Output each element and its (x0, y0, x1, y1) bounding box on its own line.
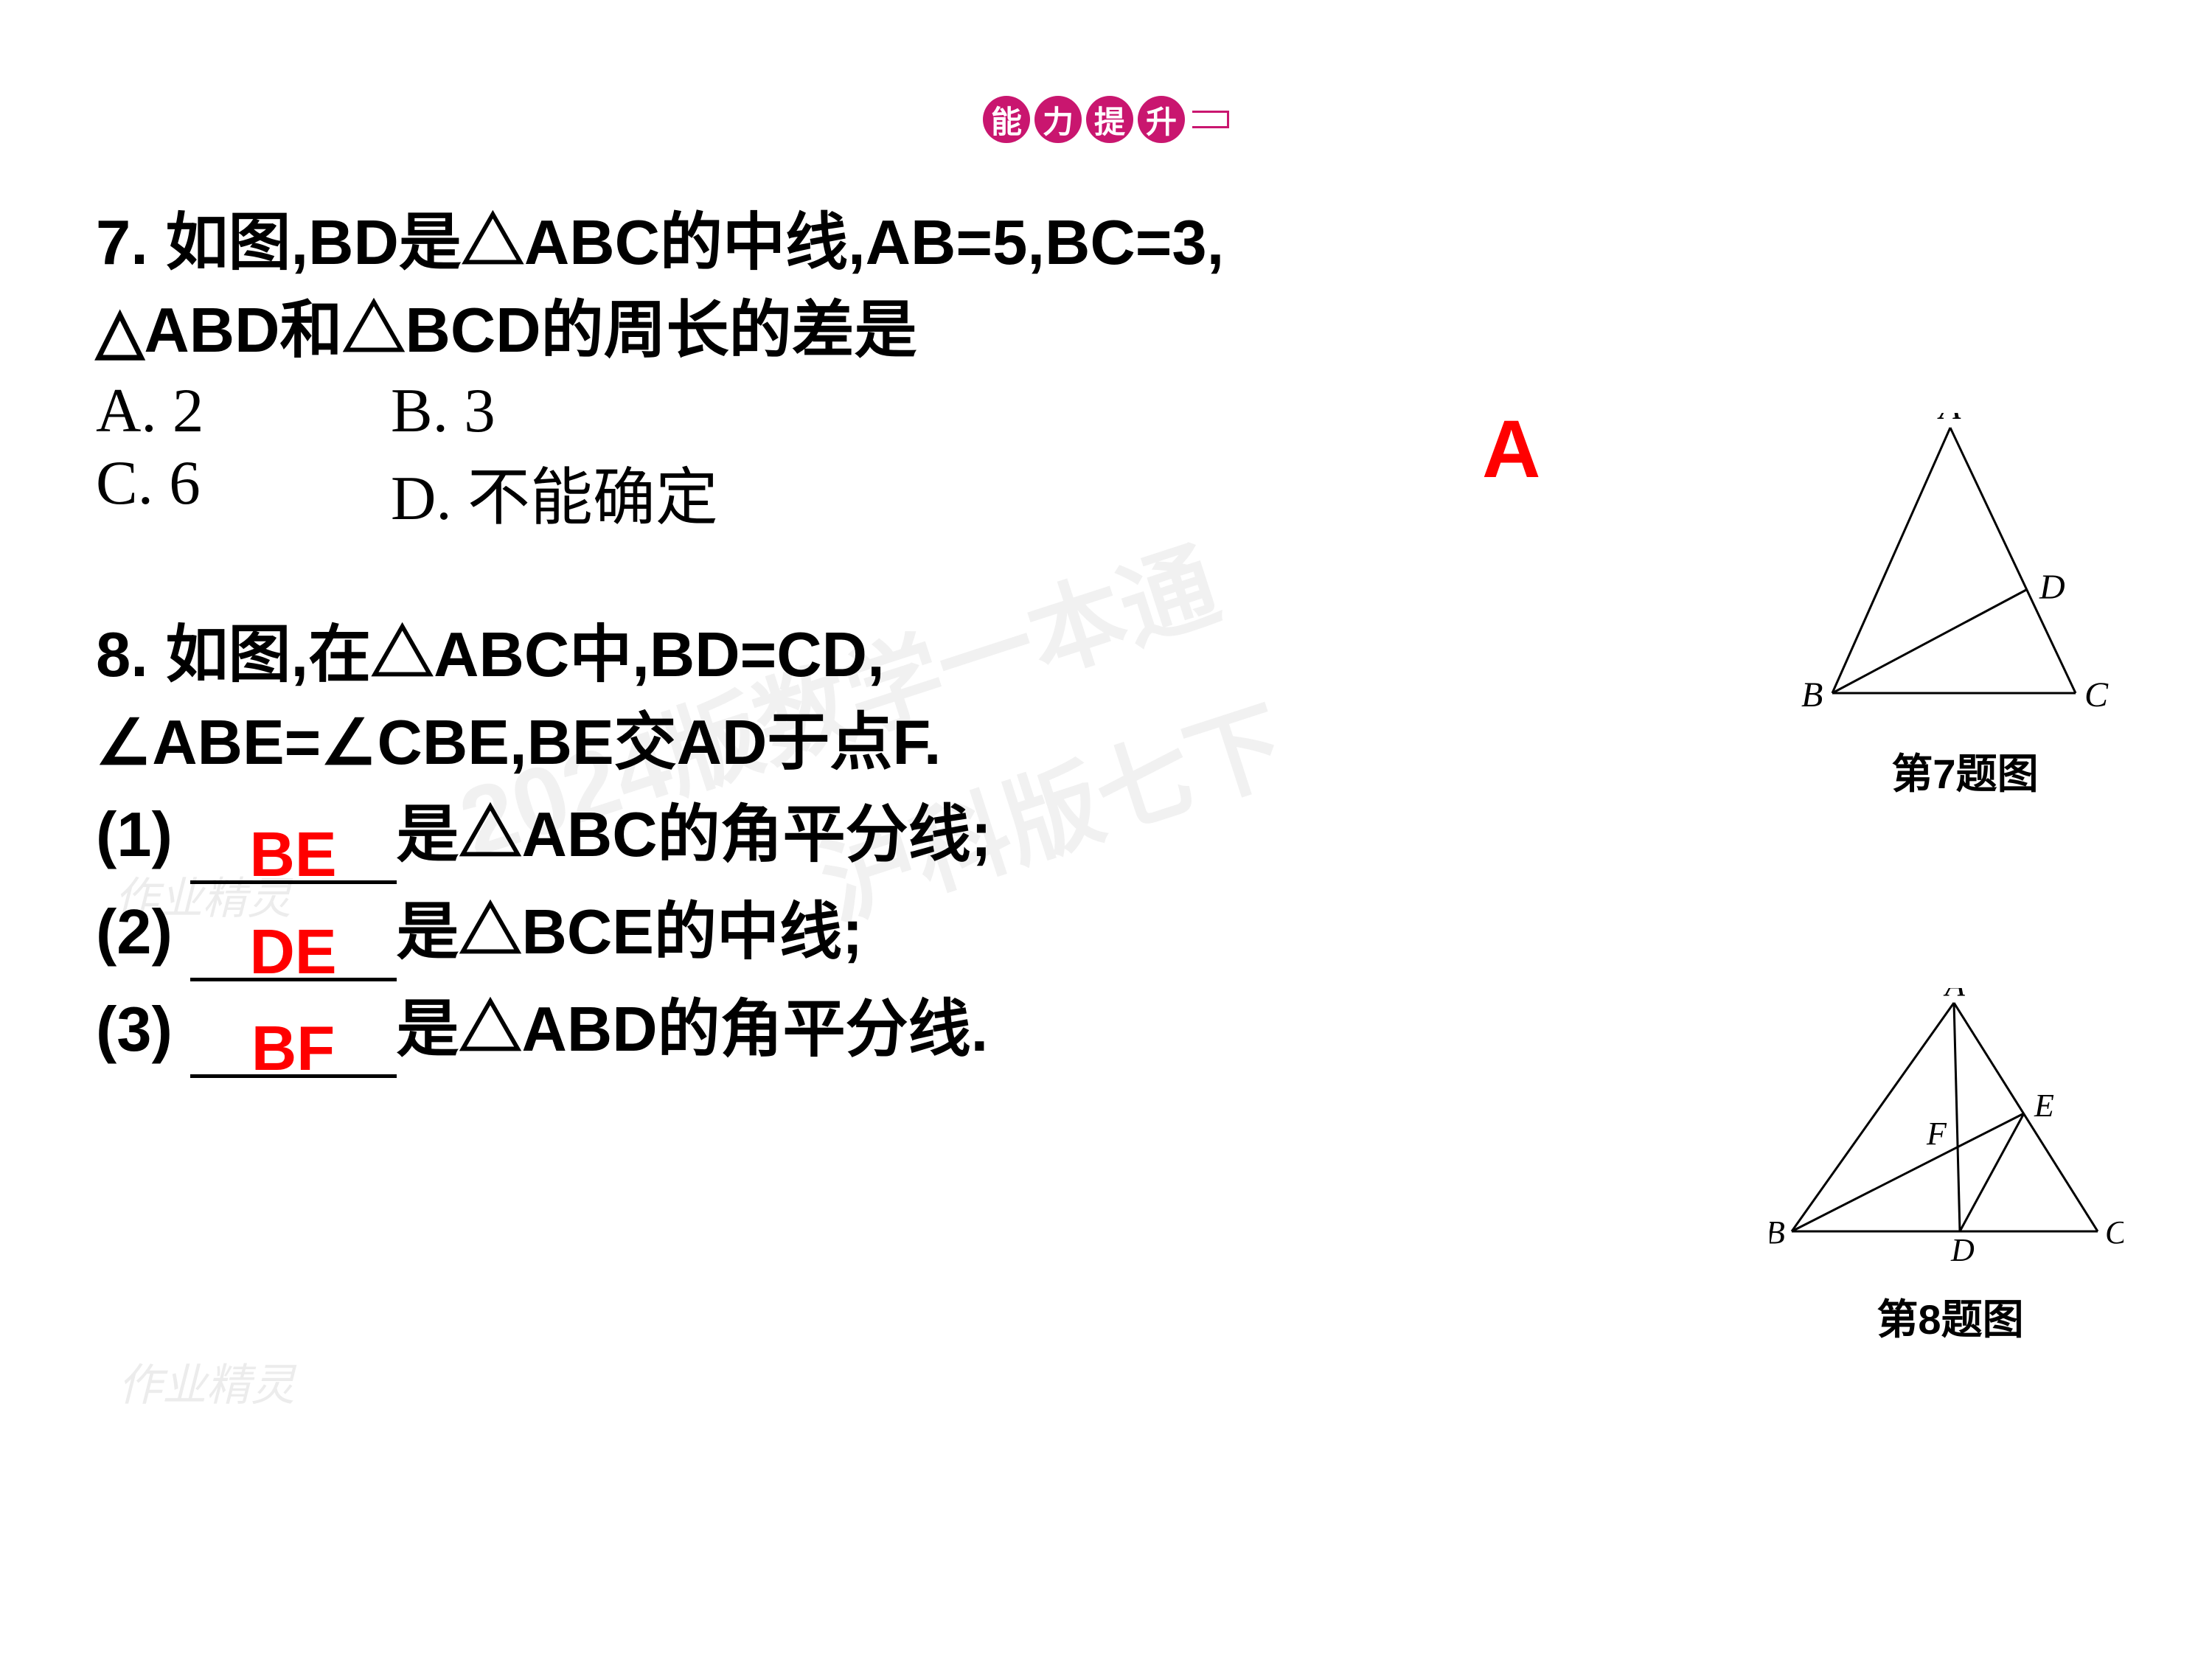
q7-line1: 7. 如图,BD是△ABC的中线,AB=5,BC=3, (96, 199, 2138, 287)
svg-text:B: B (1801, 675, 1823, 714)
badge-char-1: 能 (983, 96, 1030, 143)
svg-text:B: B (1770, 1214, 1785, 1251)
q8-part1-after: 是△ABC的角平分线; (397, 800, 992, 870)
header-badge: 能 力 提 升 (983, 96, 1229, 143)
q8-blank2: DE (190, 908, 397, 981)
q7-answer: A (1482, 403, 1540, 496)
svg-text:F: F (1926, 1116, 1947, 1152)
q8-part2-before: (2) (96, 897, 190, 967)
q8-part1: (1) BE是△ABC的角平分线; (96, 787, 2138, 884)
q8-answer1: BE (249, 807, 336, 904)
svg-text:C: C (2105, 1214, 2124, 1251)
badge-decoration (1192, 111, 1229, 128)
badge-char-3: 提 (1086, 96, 1133, 143)
q7-option-b: B. 3 (391, 375, 495, 447)
svg-text:C: C (2084, 675, 2109, 714)
q8-part2: (2) DE是△BCE的中线; (96, 884, 2138, 981)
q7-option-d: D. 不能确定 (391, 447, 718, 538)
figure-8-caption: 第8题图 (1770, 1287, 2131, 1346)
q8-part1-before: (1) (96, 800, 190, 870)
badge-char-4: 升 (1138, 96, 1185, 143)
svg-text:A: A (1943, 988, 1966, 1003)
q8-answer2: DE (249, 904, 336, 1001)
figure-7-svg: A B C D (1799, 413, 2109, 723)
q8-part2-after: 是△BCE的中线; (397, 897, 863, 967)
q8-part3-after: 是△ABD的角平分线. (397, 995, 989, 1065)
q7-line2: △ABD和△BCD的周长的差是 (96, 287, 2138, 375)
svg-text:D: D (2039, 568, 2065, 607)
q8-part3-before: (3) (96, 995, 190, 1065)
badge-char-2: 力 (1034, 96, 1082, 143)
q7-option-a: A. 2 (96, 375, 391, 447)
q8-blank1: BE (190, 810, 397, 884)
svg-text:A: A (1937, 413, 1961, 427)
q8-answer3: BF (251, 1001, 335, 1098)
figure-8: A B C D E F 第8题图 (1770, 988, 2131, 1346)
watermark-2: 作业精灵 (118, 1349, 295, 1413)
q7-option-c: C. 6 (96, 447, 391, 519)
figure-7-caption: 第7题图 (1799, 741, 2131, 801)
svg-text:D: D (1950, 1232, 1975, 1268)
figure-7: A B C D 第7题图 (1799, 413, 2131, 801)
q8-blank3: BF (190, 1004, 397, 1078)
figure-8-svg: A B C D E F (1770, 988, 2124, 1268)
svg-text:E: E (2034, 1088, 2054, 1124)
